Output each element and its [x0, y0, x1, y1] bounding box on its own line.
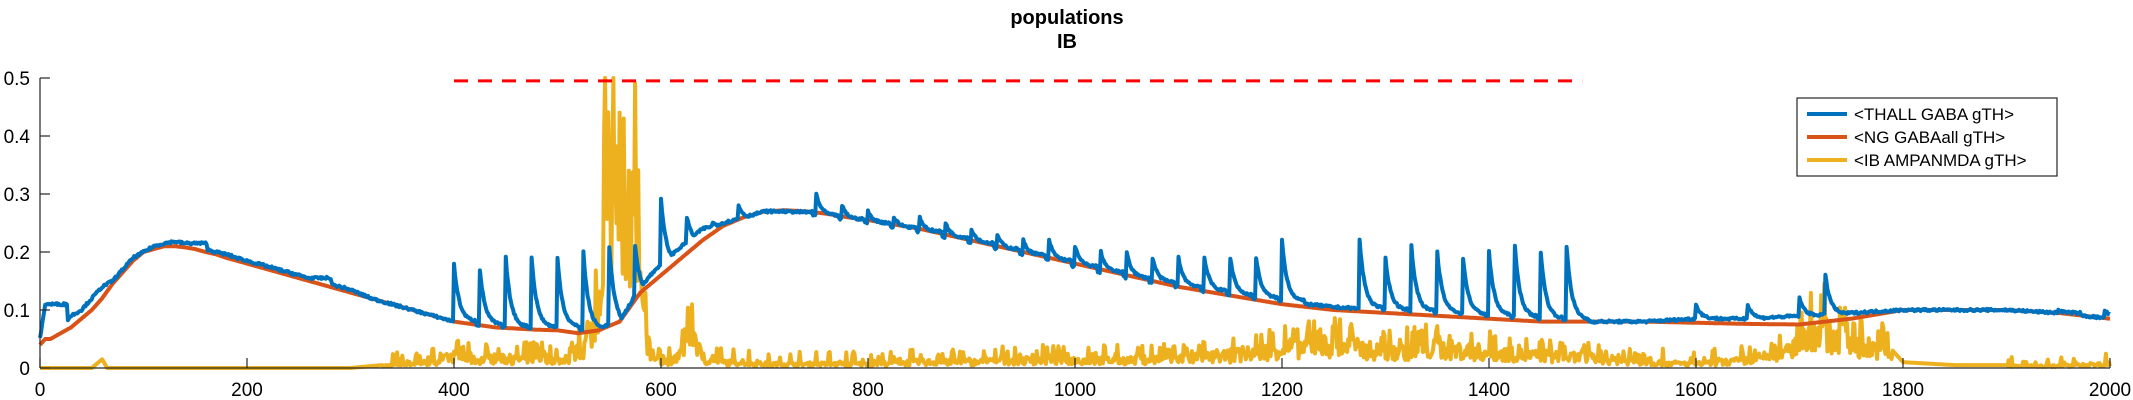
chart-title: populations [1010, 7, 1123, 29]
x-tick-label: 600 [645, 380, 677, 400]
x-tick-label: 0 [35, 380, 46, 400]
plot-area: 0 200 400 600 800 1000 1200 1400 1600 1800 2000 0 0.… [4, 69, 2132, 400]
x-tick-label: 1800 [1882, 380, 1924, 400]
y-tick-label: 0.3 [4, 185, 30, 206]
series-line-1 [38, 191, 2111, 339]
x-tick-label: 400 [438, 380, 470, 400]
x-tick-label: 1000 [1054, 380, 1096, 400]
legend-label-3: <IB AMPANMDA gTH> [1854, 151, 2027, 170]
axes-layer: 0 200 400 600 800 1000 1200 1400 1600 1800 2000 0 0.… [4, 69, 2132, 400]
x-tick-label: 1600 [1675, 380, 1717, 400]
y-tick-label: 0 [19, 359, 30, 380]
y-tick-label: 0.5 [4, 69, 30, 90]
x-tick-label: 200 [231, 380, 263, 400]
x-tick-label: 1400 [1468, 380, 1510, 400]
legend: <THALL GABA gTH> <NG GABAall gTH> <IB AMPA… [1796, 97, 2058, 177]
legend-label-2: <NG GABAall gTH> [1854, 128, 2005, 147]
chart-subtitle: IB [1057, 31, 1077, 53]
y-tick-label: 0.2 [4, 243, 30, 264]
x-tick-label: 2000 [2089, 380, 2131, 400]
x-tick-label: 800 [852, 380, 884, 400]
x-tick-label: 1200 [1261, 380, 1303, 400]
y-tick-label: 0.4 [4, 127, 31, 148]
legend-label-1: <THALL GABA gTH> [1854, 105, 2014, 124]
y-tick-label: 0.1 [4, 301, 30, 322]
series-line-2 [38, 208, 2111, 347]
